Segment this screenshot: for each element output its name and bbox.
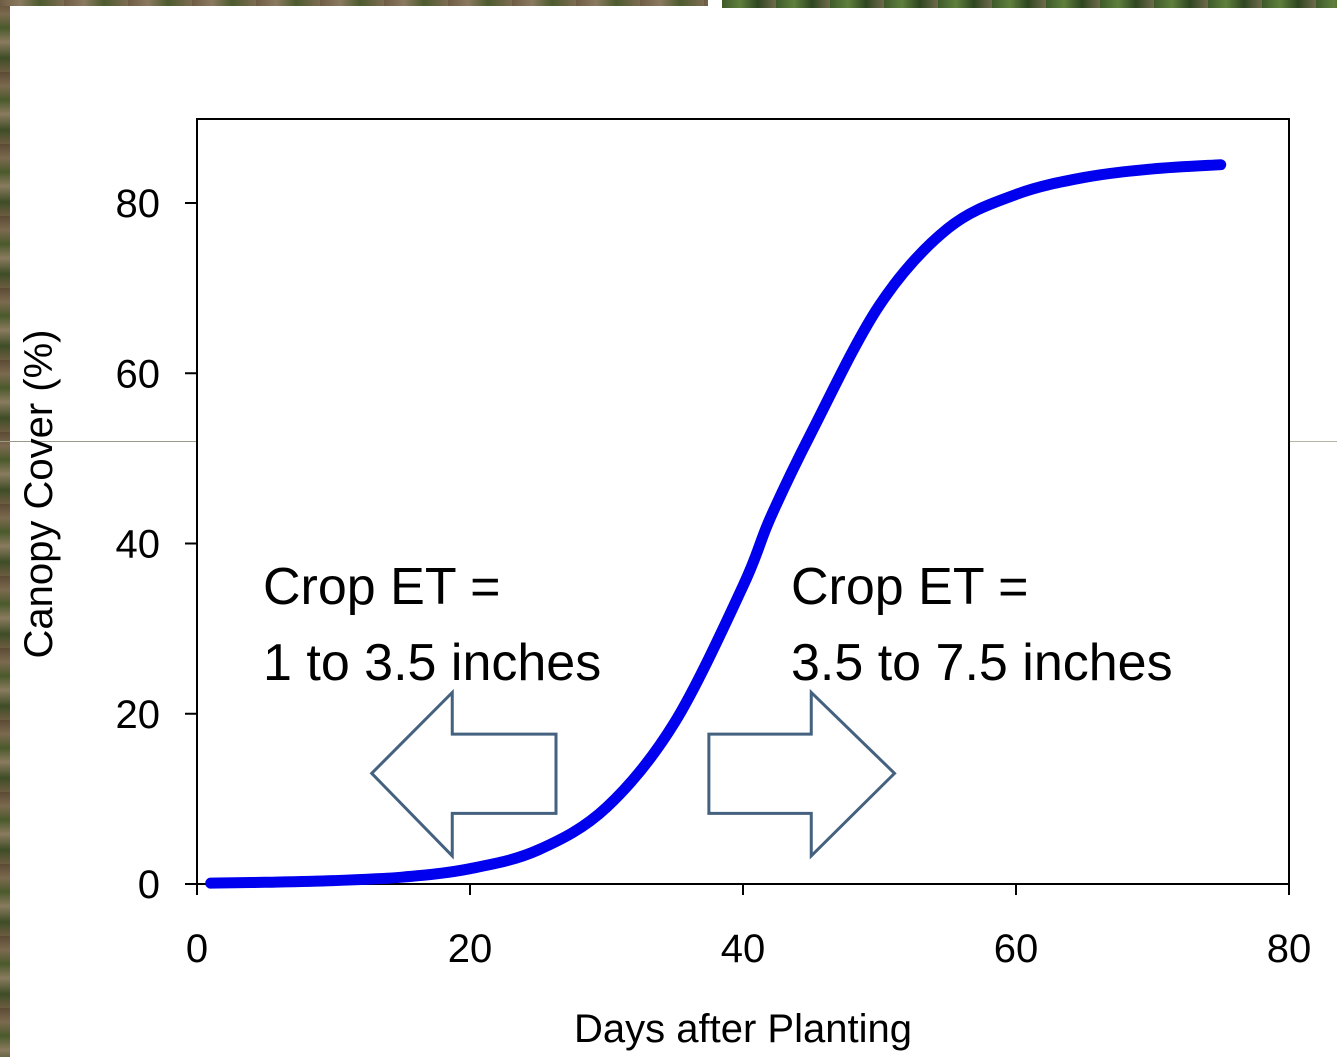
x-tick-label: 20 xyxy=(448,927,493,971)
background-photo-strip-top-right xyxy=(722,0,1337,8)
annotation-right-line2: 3.5 to 7.5 inches xyxy=(791,634,1173,692)
canopy-cover-curve xyxy=(205,159,1227,889)
annotation-right-line1: Crop ET = xyxy=(791,558,1028,616)
x-tick-label: 60 xyxy=(994,927,1039,971)
y-tick-label: 20 xyxy=(116,693,161,737)
background-photo-strip-left xyxy=(0,0,10,1057)
left-arrow-shape xyxy=(369,688,558,860)
y-tick-label: 60 xyxy=(116,352,161,396)
x-axis-title: Days after Planting xyxy=(574,1007,912,1051)
y-axis-title: Canopy Cover (%) xyxy=(17,329,61,658)
x-tick-label: 80 xyxy=(1267,927,1312,971)
x-tick-label: 40 xyxy=(721,927,766,971)
right-arrow-shape xyxy=(707,688,897,860)
y-tick-label: 0 xyxy=(138,863,160,907)
x-tick-label: 0 xyxy=(186,927,208,971)
background-divider-line-right xyxy=(1290,441,1337,442)
y-tick-label: 40 xyxy=(116,523,161,567)
y-tick-label: 80 xyxy=(116,182,161,226)
background-photo-strip-top-left xyxy=(0,0,708,6)
annotation-left-line1: Crop ET = xyxy=(263,558,500,616)
annotation-left-line2: 1 to 3.5 inches xyxy=(263,634,601,692)
